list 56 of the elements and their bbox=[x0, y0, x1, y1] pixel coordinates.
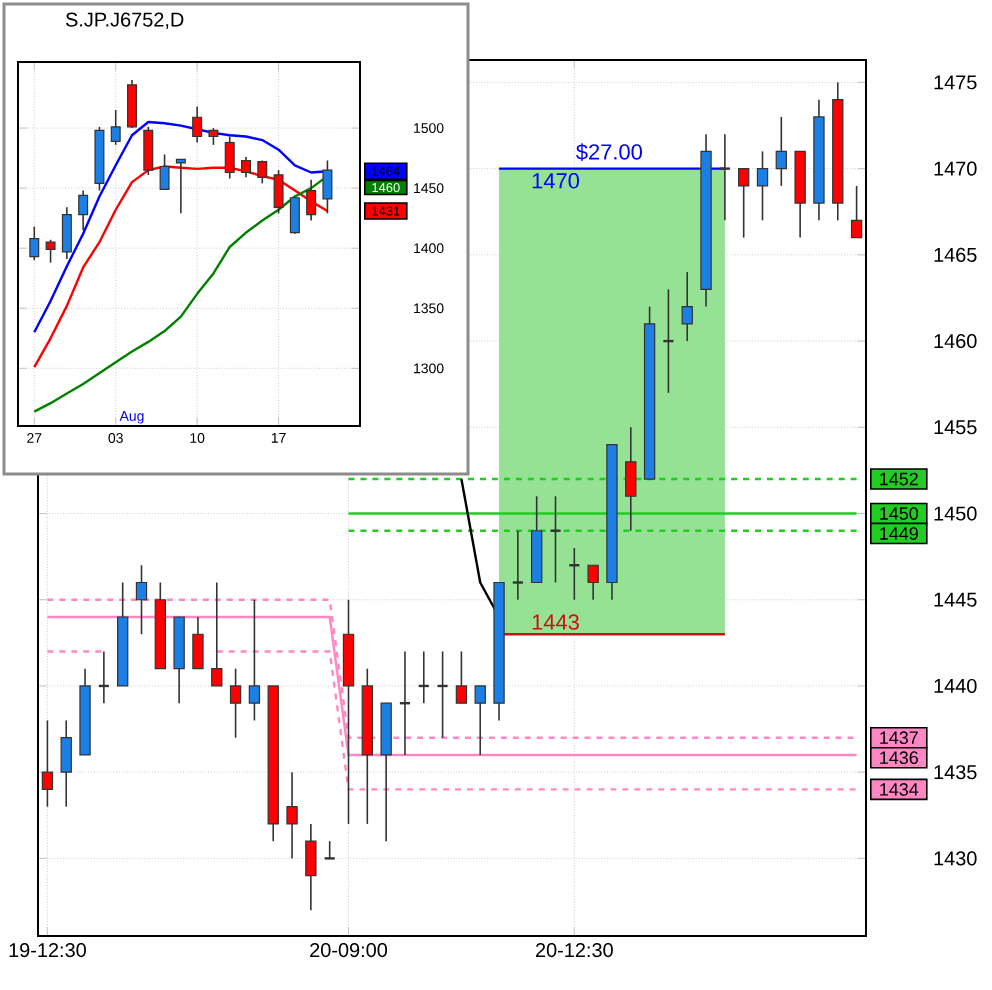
candlestick bbox=[192, 616, 204, 670]
candlestick bbox=[61, 206, 72, 260]
candlestick bbox=[110, 109, 121, 146]
candlestick bbox=[29, 225, 40, 262]
candlestick bbox=[681, 271, 693, 342]
candlestick bbox=[289, 196, 300, 235]
candlestick bbox=[41, 719, 54, 808]
candlestick bbox=[229, 667, 242, 739]
candlestick bbox=[135, 564, 148, 636]
annotation: 1452 bbox=[880, 472, 918, 486]
candlestick bbox=[775, 116, 787, 187]
candlestick bbox=[192, 105, 203, 144]
annotation: 1470 bbox=[532, 173, 579, 189]
candlestick bbox=[175, 158, 186, 215]
candlestick bbox=[511, 529, 525, 601]
candlestick bbox=[625, 426, 637, 532]
y-tick-label: 1460 bbox=[934, 334, 977, 349]
candlestick bbox=[305, 823, 317, 911]
candlestick bbox=[718, 133, 732, 222]
y-tick-label: 1470 bbox=[934, 161, 977, 176]
candlestick bbox=[455, 650, 468, 704]
candlestick bbox=[45, 238, 56, 264]
x-tick-label: 20-12:30 bbox=[535, 943, 613, 958]
y-tick-label: 1430 bbox=[934, 851, 977, 866]
candlestick bbox=[60, 719, 72, 808]
candlestick bbox=[549, 495, 562, 584]
annotation: 1436 bbox=[880, 751, 918, 765]
y-tick-label: 1445 bbox=[934, 592, 977, 607]
annotation: 1450 bbox=[880, 507, 919, 520]
candlestick bbox=[322, 159, 333, 215]
candlestick bbox=[850, 185, 863, 239]
candlestick bbox=[306, 178, 317, 222]
candlestick bbox=[159, 153, 170, 191]
candlestick bbox=[587, 564, 599, 601]
candlestick bbox=[474, 685, 486, 756]
y-tick-label: 1435 bbox=[934, 765, 977, 780]
annotation: $27.00 bbox=[576, 143, 642, 161]
candlestick bbox=[248, 598, 261, 722]
annotation: 1443 bbox=[532, 614, 579, 630]
annotation: 1434 bbox=[880, 783, 919, 796]
candlestick bbox=[286, 771, 298, 860]
candlestick bbox=[738, 167, 750, 239]
y-tick-label: 1440 bbox=[934, 678, 977, 694]
chart-title: S.JP.J6752,D bbox=[65, 12, 184, 30]
candlestick bbox=[211, 581, 223, 687]
y-tick-label: 1455 bbox=[934, 420, 977, 435]
x-tick-label: 20-09:00 bbox=[310, 943, 388, 958]
candlestick bbox=[756, 150, 769, 222]
x-tick-label: 19-12:30 bbox=[9, 943, 86, 958]
candlestick bbox=[78, 189, 89, 231]
y-tick-label: 1475 bbox=[934, 75, 977, 90]
y-tick-label: 1450 bbox=[934, 506, 977, 521]
candlestick bbox=[127, 79, 137, 129]
annotation: 1449 bbox=[880, 527, 918, 540]
annotation: 1437 bbox=[880, 731, 918, 745]
y-tick-label: 1465 bbox=[934, 247, 977, 262]
